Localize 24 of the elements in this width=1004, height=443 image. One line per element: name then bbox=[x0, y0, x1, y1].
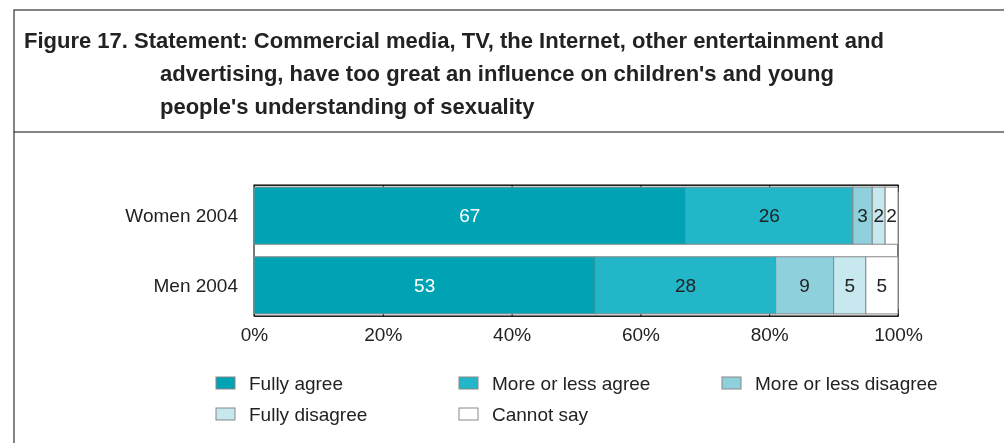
legend-label: More or less disagree bbox=[755, 372, 938, 394]
x-tick-label: 40% bbox=[493, 324, 532, 346]
x-tick-label: 0% bbox=[240, 324, 269, 346]
data-label: 3 bbox=[857, 205, 868, 227]
legend-label: Fully agree bbox=[249, 372, 343, 394]
x-tick-label: 20% bbox=[364, 324, 403, 346]
data-label: 2 bbox=[873, 205, 884, 227]
data-label: 9 bbox=[799, 274, 810, 296]
legend-label: Fully disagree bbox=[249, 403, 368, 425]
data-label: 67 bbox=[459, 205, 481, 227]
y-tick-label: Women 2004 bbox=[125, 205, 239, 227]
data-label: 26 bbox=[758, 205, 780, 227]
x-tick-label: 60% bbox=[621, 324, 661, 346]
data-label: 28 bbox=[674, 274, 697, 296]
legend-label: More or less agree bbox=[492, 372, 651, 394]
x-tick-label: 80% bbox=[750, 324, 789, 346]
data-label: 5 bbox=[844, 274, 855, 296]
y-tick-label: Men 2004 bbox=[153, 274, 239, 296]
legend-label: Cannot say bbox=[492, 403, 589, 425]
data-label: 2 bbox=[886, 205, 897, 227]
data-label: 53 bbox=[414, 274, 436, 296]
data-label: 5 bbox=[876, 274, 888, 296]
chart-title: Figure 17. Statement: Commercial media, TV, the Internet, other entertainment and advertising, have too great an influence on children's and young people's understanding of sexuality bbox=[24, 28, 884, 119]
x-tick-label: 100% bbox=[874, 324, 923, 346]
